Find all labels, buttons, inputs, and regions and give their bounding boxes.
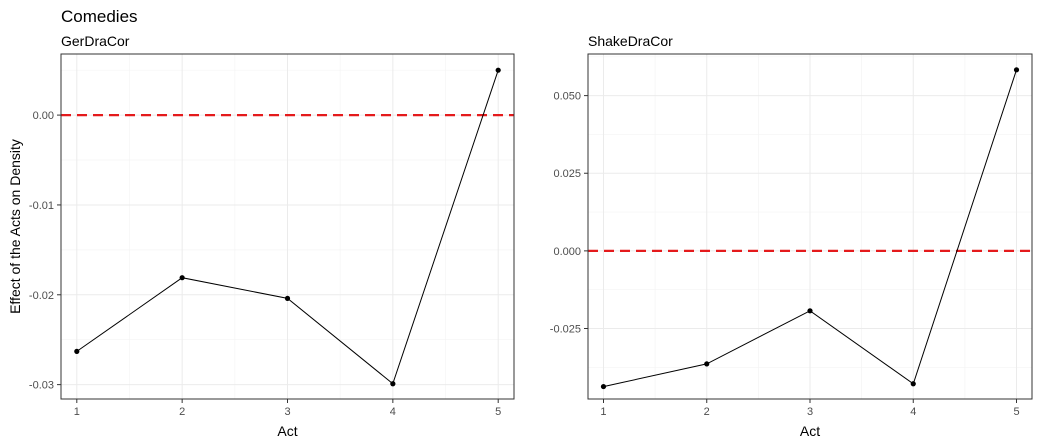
y-tick-label: -0.01 [29, 200, 54, 212]
data-point-act-4 [910, 381, 916, 387]
y-ticks-shakedracor: -0.025 0.000 0.025 0.050 [550, 91, 588, 336]
y-tick-label: 0.00 [33, 110, 54, 122]
x-tick-label: 3 [807, 406, 813, 418]
points-gerdracor [74, 67, 501, 387]
y-tick-label: 0.000 [553, 246, 581, 258]
x-tick-label: 2 [179, 406, 185, 418]
x-tick-label: 2 [704, 406, 710, 418]
points-shakedracor [600, 67, 1020, 390]
data-point-act-5 [495, 67, 501, 73]
data-point-act-5 [1013, 67, 1020, 73]
data-point-act-3 [284, 295, 291, 301]
data-point-act-1 [600, 383, 607, 390]
x-axis-title-shakedracor: Act [800, 423, 820, 439]
y-tick-label: -0.03 [29, 380, 54, 392]
x-tick-label: 5 [1013, 406, 1019, 418]
y-tick-label: 0.050 [553, 91, 581, 103]
data-point-act-2 [179, 275, 185, 281]
y-tick-label: 0.025 [553, 168, 581, 180]
x-ticks-gerdracor: 1 2 3 4 5 [74, 399, 501, 418]
x-tick-label: 4 [910, 406, 916, 418]
figure-title: Comedies [61, 7, 138, 26]
data-point-act-4 [390, 381, 396, 387]
data-point-act-1 [74, 348, 80, 354]
data-point-act-3 [807, 308, 813, 314]
y-axis-title-gerdracor: Effect of the Acts on Density [7, 139, 23, 314]
data-point-act-2 [704, 361, 710, 367]
y-tick-label: -0.02 [29, 290, 54, 302]
y-tick-label: -0.025 [550, 324, 581, 336]
x-tick-label: 1 [74, 406, 80, 418]
x-tick-label: 4 [390, 406, 396, 418]
x-ticks-shakedracor: 1 2 3 4 5 [600, 399, 1020, 418]
panel-title-gerdracor: GerDraCor [61, 33, 130, 49]
x-axis-title-gerdracor: Act [277, 423, 297, 439]
x-tick-label: 3 [284, 406, 290, 418]
y-ticks-gerdracor: -0.03 -0.02 -0.01 0.00 [29, 110, 61, 392]
x-tick-label: 1 [600, 406, 606, 418]
panel-title-shakedracor: ShakeDraCor [588, 33, 673, 49]
x-tick-label: 5 [495, 406, 501, 418]
